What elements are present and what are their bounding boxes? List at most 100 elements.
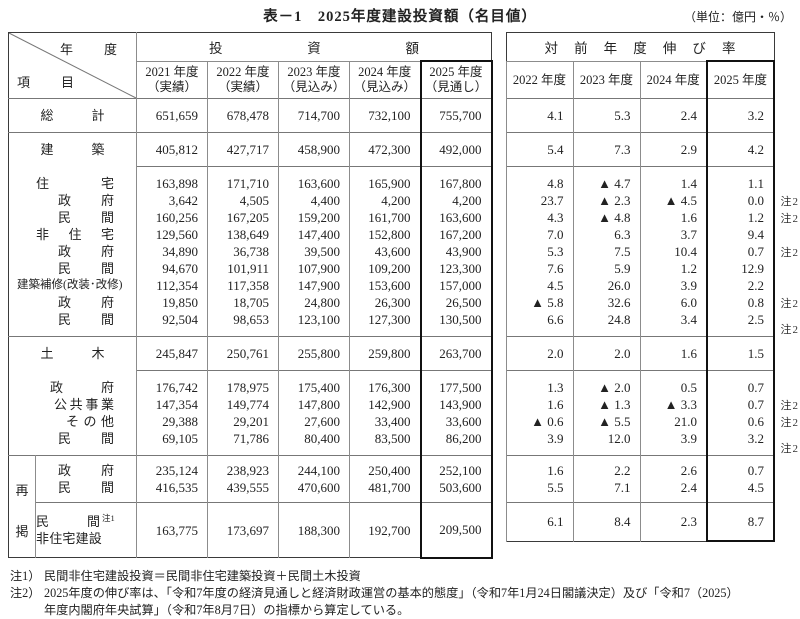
amount-cell: 147,354 xyxy=(136,396,208,413)
table-row: 民間 416,535 439,555 470,600 481,700 503,600 xyxy=(9,479,493,503)
rate-cell: 3.7 xyxy=(639,226,707,243)
rate-cell: 2.2 xyxy=(572,455,640,479)
amount-cell: 98,653 xyxy=(207,311,279,337)
table-row: 5.4 7.3 2.9 4.2 xyxy=(505,132,775,167)
row-label-cell: 総計 xyxy=(8,98,137,133)
amount-cell: 71,786 xyxy=(207,430,279,456)
table-row: 4.1 5.3 2.4 3.2 xyxy=(505,98,775,133)
amount-cell: 472,300 xyxy=(349,132,421,167)
rate-cell: 1.6 xyxy=(505,396,573,413)
amount-cell: 405,812 xyxy=(136,132,208,167)
table-row: 民間 160,256 167,205 159,200 161,700 163,600 xyxy=(9,209,493,226)
amount-cell: 143,900 xyxy=(419,396,493,413)
row-label-cell: 土木 xyxy=(8,336,137,371)
header-row-group: 年 度 項 目 投資額 xyxy=(8,32,492,99)
amount-cell: 92,504 xyxy=(136,311,208,337)
table-row: 1.6 2.2 2.6 0.7 xyxy=(505,455,775,479)
rate-cell: 1.2 xyxy=(639,260,707,277)
rate-year-header-2025: 2025 年度 xyxy=(706,60,775,99)
amount-cell: 192,700 xyxy=(349,502,421,558)
rate-cell: 2.6 xyxy=(639,455,707,479)
table-row: 3.9 12.0 3.9 3.2 xyxy=(505,430,775,456)
amount-cell: 83,500 xyxy=(349,430,421,456)
row-label-cell: 政府 xyxy=(50,379,114,395)
amount-cell: 188,300 xyxy=(278,502,350,558)
amount-cell: 4,505 xyxy=(207,192,279,209)
amount-cell: 123,300 xyxy=(419,260,493,277)
rate-cell: 6.0 xyxy=(639,294,707,311)
amount-cell: 250,400 xyxy=(349,455,421,479)
note-ref: 注2 xyxy=(780,247,799,259)
amount-cell: 86,200 xyxy=(419,430,493,456)
amount-cell: 29,201 xyxy=(207,413,279,430)
row-label-cell: 民間注1 非住宅建設 xyxy=(35,502,137,558)
year-header-2023: 2023 年度 （見込み） xyxy=(278,61,350,99)
amount-cell: 147,900 xyxy=(278,277,350,294)
rate-cell: ▲ 4.7 xyxy=(572,166,640,192)
rate-cell: 24.8 xyxy=(572,311,640,337)
table-row: 民間 69,105 71,786 80,400 83,500 86,200 xyxy=(9,430,493,456)
amount-cell: 39,500 xyxy=(278,243,350,260)
rate-cell: 8.7 xyxy=(706,502,775,542)
rate-cell: 3.9 xyxy=(639,277,707,294)
footnotes: 注1） 民間非住宅建設投資＝民間非住宅建築投資＋民間土木投資 注2） 2025年度の… xyxy=(10,568,800,619)
row-label-cell: 民間 xyxy=(58,431,114,446)
note-ref: 注2 xyxy=(780,324,799,336)
table-row: その他 29,388 29,201 27,600 33,400 33,600 xyxy=(9,413,493,430)
rate-cell: 32.6 xyxy=(572,294,640,311)
amount-cell: 167,205 xyxy=(207,209,279,226)
rate-cell: 4.5 xyxy=(505,277,573,294)
rate-cell: 9.4 xyxy=(706,226,775,243)
rate-cell: 10.4 xyxy=(639,243,707,260)
amount-group-header: 投資額 xyxy=(136,32,492,62)
amount-cell: 163,600 xyxy=(419,209,493,226)
rate-cell: 1.4 xyxy=(639,166,707,192)
amount-cell: 176,300 xyxy=(349,370,421,396)
table-row: 5.3 7.5 10.4 0.7 xyxy=(505,243,775,260)
row-label-cell: 建築補修(改装･改修) xyxy=(17,279,123,291)
amount-cell: 147,800 xyxy=(278,396,350,413)
rate-cell: 4.2 xyxy=(706,132,775,167)
rate-cell: 2.0 xyxy=(572,336,640,371)
rate-cell: 0.0 xyxy=(706,192,775,209)
row-label-cell: 民間 xyxy=(58,312,114,327)
rate-cell: ▲ 4.5 xyxy=(639,192,707,209)
rate-cell: 8.4 xyxy=(572,502,640,541)
amount-cell: 34,890 xyxy=(136,243,208,260)
table-row: 民間 92,504 98,653 123,100 127,300 130,500 xyxy=(9,311,493,337)
rate-cell: 1.6 xyxy=(639,336,707,371)
rate-cell: 2.9 xyxy=(639,132,707,167)
table-row: 7.0 6.3 3.7 9.4 xyxy=(505,226,775,243)
amount-cell: 235,124 xyxy=(136,455,208,479)
table-row: 6.1 8.4 2.3 8.7 xyxy=(505,502,775,542)
footnote-1-label: 注1） xyxy=(10,568,41,583)
amount-cell: 178,975 xyxy=(207,370,279,396)
rate-cell: 1.2 xyxy=(706,209,775,226)
row-label-cell: 民間 xyxy=(58,261,114,276)
rate-cell: 7.5 xyxy=(572,243,640,260)
rate-cell: ▲ 5.5 xyxy=(572,413,640,430)
rate-cell: 6.6 xyxy=(505,311,573,337)
note-ref: 注2 xyxy=(780,298,799,310)
amount-cell: 3,642 xyxy=(136,192,208,209)
amount-cell: 167,200 xyxy=(419,226,493,243)
page: { "title": "表－1 2025年度建設投資額（名目値）", "unit… xyxy=(0,5,800,617)
amount-cell: 27,600 xyxy=(278,413,350,430)
amount-cell: 152,800 xyxy=(349,226,421,243)
corner-year-label: 年 度 xyxy=(59,42,126,57)
amount-cell: 123,100 xyxy=(278,311,350,337)
amount-cell: 171,710 xyxy=(207,166,279,192)
rate-cell: ▲ 3.3 xyxy=(639,396,707,413)
rate-cell: 4.1 xyxy=(505,98,573,133)
table-row: 再掲政府 235,124 238,923 244,100 250,400 252,100 xyxy=(8,455,493,558)
amount-cell: 19,850 xyxy=(136,294,208,311)
rate-cell: 23.7 xyxy=(505,192,573,209)
amount-cell: 18,705 xyxy=(207,294,279,311)
amount-cell: 177,500 xyxy=(419,370,493,396)
amount-cell: 176,742 xyxy=(136,370,208,396)
table-row: ▲ 0.6 ▲ 5.5 21.0 0.6 xyxy=(505,413,775,430)
amount-cell: 714,700 xyxy=(278,98,350,133)
amount-cell: 94,670 xyxy=(136,260,208,277)
amount-cell: 43,600 xyxy=(349,243,421,260)
footnote-1: 注1） 民間非住宅建設投資＝民間非住宅建築投資＋民間土木投資 xyxy=(10,568,800,585)
